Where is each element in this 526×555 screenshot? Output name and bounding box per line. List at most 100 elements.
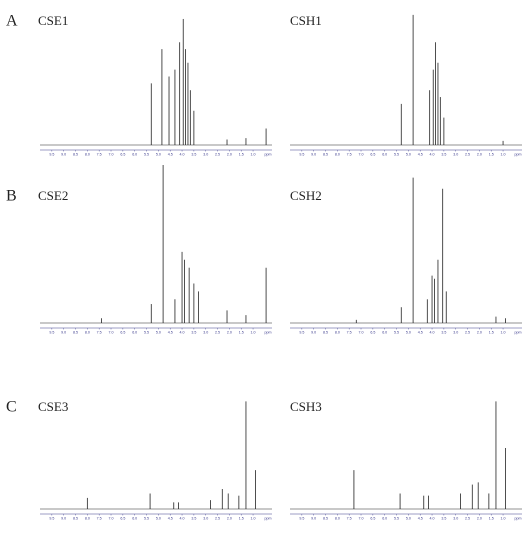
x-tick-label: 5.0 — [406, 152, 411, 156]
x-tick-label: 5.0 — [156, 516, 161, 520]
x-tick-label: 8.5 — [73, 152, 78, 156]
x-tick-label: 6.0 — [382, 516, 387, 520]
x-tick-label: 9.0 — [61, 516, 66, 520]
x-axis-label: ppm — [515, 516, 522, 520]
panel-title: CSH1 — [290, 13, 322, 28]
x-tick-label: 5.5 — [144, 516, 149, 520]
x-tick-label: 3.5 — [441, 330, 446, 334]
x-tick-label: 3.0 — [453, 516, 458, 520]
x-tick-label: 6.5 — [120, 516, 125, 520]
x-tick-label: 2.5 — [215, 330, 220, 334]
x-tick-label: 7.5 — [347, 152, 352, 156]
x-tick-label: 4.0 — [180, 330, 185, 334]
x-tick-label: 3.0 — [203, 516, 208, 520]
x-tick-label: 7.5 — [347, 330, 352, 334]
x-tick-label: 9.0 — [311, 516, 316, 520]
x-tick-label: 1.0 — [501, 152, 506, 156]
x-tick-label: 2.5 — [215, 152, 220, 156]
x-tick-label: 1.0 — [251, 330, 256, 334]
x-axis-label: ppm — [265, 516, 272, 520]
x-tick-label: 7.0 — [359, 516, 364, 520]
x-tick-label: 1.5 — [239, 516, 244, 520]
panel-title: CSH3 — [290, 399, 322, 414]
x-tick-label: 6.5 — [370, 330, 375, 334]
x-tick-label: 8.5 — [323, 152, 328, 156]
panel-label: A — [6, 13, 18, 30]
x-tick-label: 4.5 — [418, 152, 423, 156]
x-tick-label: 9.5 — [49, 330, 54, 334]
x-tick-label: 6.5 — [370, 152, 375, 156]
x-tick-label: 6.0 — [132, 152, 137, 156]
x-tick-label: 5.0 — [156, 152, 161, 156]
x-tick-label: 7.0 — [109, 330, 114, 334]
x-tick-label: 8.5 — [323, 516, 328, 520]
x-tick-label: 8.0 — [335, 152, 340, 156]
x-tick-label: 3.5 — [441, 516, 446, 520]
x-tick-label: 6.0 — [382, 152, 387, 156]
x-tick-label: 7.0 — [359, 330, 364, 334]
x-tick-label: 1.5 — [489, 516, 494, 520]
panel-label: B — [6, 188, 17, 205]
x-tick-label: 2.0 — [477, 152, 482, 156]
x-tick-label: 9.0 — [61, 330, 66, 334]
x-tick-label: 5.0 — [406, 330, 411, 334]
x-tick-label: 3.0 — [453, 330, 458, 334]
x-tick-label: 9.0 — [61, 152, 66, 156]
x-tick-label: 9.5 — [49, 152, 54, 156]
x-tick-label: 3.5 — [191, 152, 196, 156]
x-tick-label: 1.5 — [489, 330, 494, 334]
x-tick-label: 7.0 — [109, 516, 114, 520]
x-axis-label: ppm — [515, 330, 522, 334]
x-tick-label: 5.5 — [394, 152, 399, 156]
x-tick-label: 2.0 — [227, 516, 232, 520]
x-tick-label: 1.5 — [239, 152, 244, 156]
x-tick-label: 4.0 — [430, 516, 435, 520]
x-tick-label: 4.0 — [180, 152, 185, 156]
panel-label: C — [6, 399, 17, 416]
x-tick-label: 8.0 — [335, 516, 340, 520]
panel-title: CSE1 — [38, 13, 68, 28]
x-tick-label: 5.5 — [394, 330, 399, 334]
panel-title: CSH2 — [290, 188, 322, 203]
x-tick-label: 4.5 — [168, 152, 173, 156]
x-tick-label: 2.5 — [465, 152, 470, 156]
x-tick-label: 7.5 — [97, 152, 102, 156]
x-tick-label: 8.0 — [85, 516, 90, 520]
x-tick-label: 7.5 — [97, 330, 102, 334]
x-tick-label: 8.5 — [323, 330, 328, 334]
x-tick-label: 3.5 — [191, 330, 196, 334]
panel-title: CSE3 — [38, 399, 68, 414]
x-tick-label: 8.0 — [85, 330, 90, 334]
x-tick-label: 7.5 — [97, 516, 102, 520]
x-tick-label: 8.0 — [85, 152, 90, 156]
x-tick-label: 4.0 — [430, 152, 435, 156]
x-tick-label: 6.5 — [120, 152, 125, 156]
x-tick-label: 8.5 — [73, 330, 78, 334]
x-tick-label: 9.5 — [49, 516, 54, 520]
x-tick-label: 8.0 — [335, 330, 340, 334]
x-tick-label: 2.0 — [227, 330, 232, 334]
x-tick-label: 7.0 — [359, 152, 364, 156]
x-tick-label: 5.0 — [406, 516, 411, 520]
x-tick-label: 1.0 — [251, 516, 256, 520]
x-tick-label: 9.5 — [299, 330, 304, 334]
x-tick-label: 3.5 — [441, 152, 446, 156]
x-tick-label: 2.0 — [477, 516, 482, 520]
x-tick-label: 1.0 — [251, 152, 256, 156]
x-tick-label: 4.0 — [180, 516, 185, 520]
x-tick-label: 9.5 — [299, 516, 304, 520]
x-tick-label: 9.0 — [311, 152, 316, 156]
x-tick-label: 9.5 — [299, 152, 304, 156]
x-tick-label: 5.0 — [156, 330, 161, 334]
x-tick-label: 6.5 — [120, 330, 125, 334]
x-tick-label: 6.0 — [132, 516, 137, 520]
x-tick-label: 1.0 — [501, 330, 506, 334]
x-tick-label: 4.5 — [418, 330, 423, 334]
x-axis-label: ppm — [265, 330, 272, 334]
x-tick-label: 4.5 — [418, 516, 423, 520]
x-tick-label: 4.5 — [168, 330, 173, 334]
x-tick-label: 3.0 — [203, 330, 208, 334]
x-tick-label: 1.5 — [239, 330, 244, 334]
x-tick-label: 2.5 — [465, 330, 470, 334]
